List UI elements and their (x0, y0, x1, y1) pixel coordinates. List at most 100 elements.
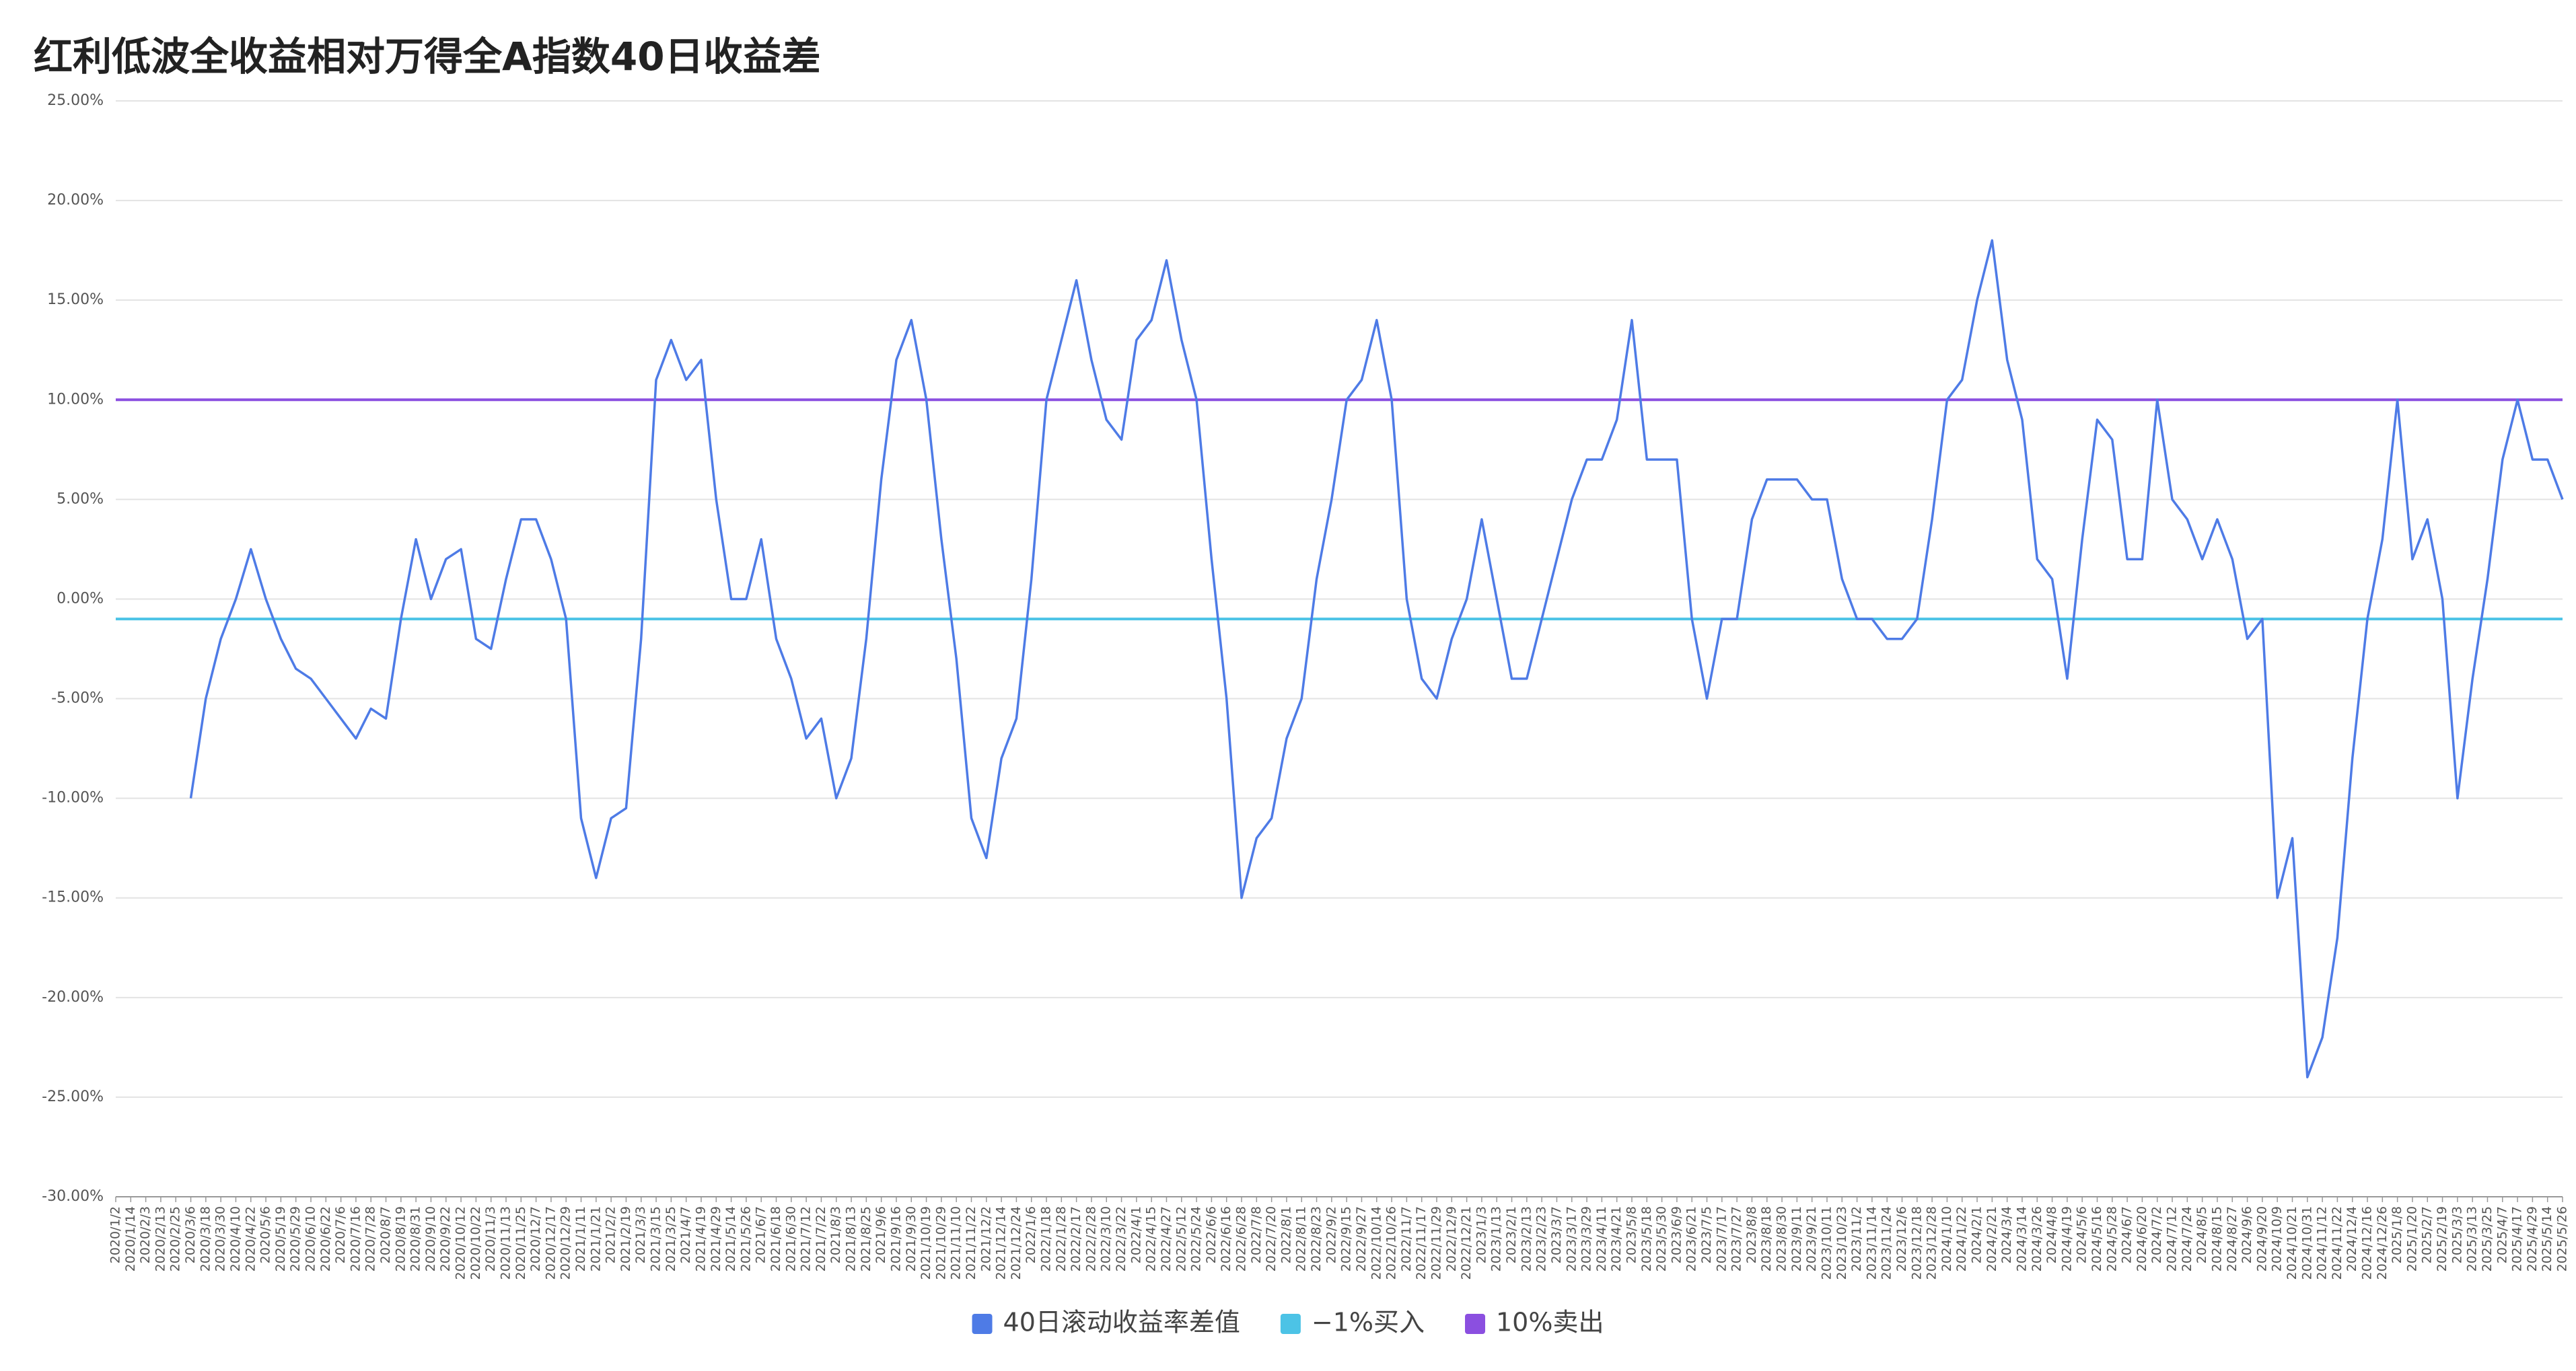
x-tick-label: 2022/6/6 (1204, 1206, 1219, 1263)
x-tick-label: 2020/4/22 (243, 1206, 258, 1271)
y-tick-label: -5.00% (51, 690, 104, 707)
x-tick-label: 2023/4/11 (1594, 1206, 1609, 1271)
x-tick-label: 2022/9/15 (1339, 1206, 1354, 1271)
x-tick-label: 2024/11/22 (2330, 1206, 2345, 1280)
x-tick-label: 2021/6/30 (783, 1206, 798, 1271)
x-tick-label: 2025/1/8 (2390, 1206, 2404, 1263)
x-tick-label: 2024/4/8 (2044, 1206, 2059, 1263)
x-tick-label: 2023/9/11 (1789, 1206, 1804, 1271)
x-tick-label: 2024/4/19 (2059, 1206, 2074, 1271)
x-tick-label: 2023/10/11 (1819, 1206, 1834, 1280)
x-tick-label: 2025/3/3 (2449, 1206, 2464, 1263)
x-tick-label: 2022/8/11 (1294, 1206, 1309, 1271)
x-tick-label: 2021/7/22 (814, 1206, 828, 1271)
x-tick-label: 2020/4/10 (228, 1206, 243, 1271)
legend-label: −1%买入 (1312, 1308, 1425, 1337)
x-tick-label: 2021/10/19 (919, 1206, 933, 1280)
data-line (189, 239, 2564, 1079)
x-tick-label: 2023/9/21 (1804, 1206, 1819, 1271)
x-tick-label: 2024/12/26 (2375, 1206, 2390, 1280)
x-tick-label: 2020/11/13 (498, 1206, 513, 1280)
x-tick-label: 2025/5/14 (2540, 1206, 2554, 1271)
x-tick-label: 2025/3/25 (2480, 1206, 2495, 1271)
x-tick-label: 2023/12/18 (1909, 1206, 1924, 1280)
x-tick-label: 2021/9/16 (888, 1206, 903, 1271)
x-tick-label: 2021/8/25 (859, 1206, 873, 1271)
x-tick-label: 2023/11/2 (1849, 1206, 1864, 1271)
x-tick-label: 2022/8/1 (1279, 1206, 1293, 1263)
x-tick-label: 2020/7/16 (348, 1206, 363, 1271)
x-tick-label: 2024/3/26 (2030, 1206, 2044, 1271)
y-tick-label: 0.00% (57, 590, 104, 607)
x-tick-label: 2022/12/9 (1444, 1206, 1459, 1271)
x-tick-label: 2022/9/2 (1324, 1206, 1338, 1263)
x-tick-label: 2024/12/4 (2345, 1206, 2359, 1271)
x-tick-label: 2025/4/29 (2525, 1206, 2540, 1271)
x-tick-label: 2020/5/29 (288, 1206, 303, 1271)
x-tick-label: 2023/4/21 (1609, 1206, 1624, 1271)
legend: 40日滚动收益率差值 −1%买入 10%卖出 (972, 1308, 1604, 1337)
x-tick-label: 2022/4/1 (1129, 1206, 1143, 1263)
x-tick-label: 2022/12/21 (1459, 1206, 1474, 1280)
x-tick-label: 2022/5/24 (1189, 1206, 1204, 1271)
x-tick-label: 2021/11/10 (949, 1206, 964, 1280)
x-tick-label: 2020/8/19 (393, 1206, 408, 1271)
x-tick-label: 2023/11/24 (1880, 1206, 1894, 1280)
x-tick-label: 2020/8/7 (378, 1206, 393, 1263)
x-tick-label: 2020/5/6 (258, 1206, 273, 1263)
x-tick-label: 2023/11/14 (1864, 1206, 1879, 1280)
x-tick-label: 2020/12/7 (528, 1206, 543, 1271)
x-tick-label: 2020/1/2 (108, 1206, 123, 1263)
x-tick-label: 2025/5/26 (2555, 1206, 2570, 1271)
y-tick-label: -25.00% (42, 1088, 104, 1105)
x-tick-label: 2022/10/14 (1369, 1206, 1384, 1280)
legend-swatch (1465, 1314, 1486, 1334)
x-tick-label: 2023/10/23 (1834, 1206, 1849, 1280)
x-tick-label: 2023/7/5 (1699, 1206, 1714, 1263)
x-tick-label: 2021/7/12 (799, 1206, 814, 1271)
x-tick-label: 2021/3/3 (633, 1206, 648, 1263)
x-tick-label: 2021/2/19 (618, 1206, 633, 1271)
x-tick-label: 2021/12/2 (978, 1206, 993, 1271)
x-tick-label: 2023/1/13 (1489, 1206, 1504, 1271)
x-tick-label: 2024/1/10 (1939, 1206, 1954, 1271)
legend-swatch (972, 1314, 993, 1334)
x-tick-label: 2023/12/6 (1894, 1206, 1909, 1271)
x-tick-label: 2020/2/13 (153, 1206, 168, 1271)
x-tick-label: 2022/1/18 (1039, 1206, 1054, 1271)
x-tick-label: 2024/2/1 (1970, 1206, 1984, 1263)
x-tick-label: 2025/4/17 (2510, 1206, 2525, 1271)
x-tick-label: 2025/3/13 (2465, 1206, 2480, 1271)
x-tick-label: 2022/4/27 (1159, 1206, 1174, 1271)
x-tick-label: 2023/12/28 (1925, 1206, 1939, 1280)
x-tick-label: 2025/4/7 (2495, 1206, 2509, 1263)
x-tick-label: 2023/5/18 (1639, 1206, 1654, 1271)
x-tick-label: 2024/10/21 (2285, 1206, 2299, 1280)
x-tick-label: 2020/7/6 (333, 1206, 348, 1263)
x-tick-label: 2020/9/22 (438, 1206, 453, 1271)
x-tick-label: 2024/8/5 (2194, 1206, 2209, 1263)
x-tick-label: 2022/11/17 (1414, 1206, 1429, 1280)
x-tick-label: 2023/8/8 (1744, 1206, 1759, 1263)
x-tick-label: 2025/1/20 (2404, 1206, 2419, 1271)
x-tick-label: 2022/10/26 (1384, 1206, 1399, 1280)
x-tick-label: 2024/6/7 (2120, 1206, 2135, 1263)
x-tick-label: 2023/3/17 (1564, 1206, 1579, 1271)
x-tick-label: 2024/3/14 (2014, 1206, 2029, 1271)
x-tick-label: 2021/9/30 (904, 1206, 919, 1271)
y-tick-label: -20.00% (42, 989, 104, 1006)
x-tick-label: 2021/5/26 (738, 1206, 753, 1271)
x-tick-label: 2024/7/12 (2165, 1206, 2180, 1271)
x-tick-label: 2024/7/2 (2149, 1206, 2164, 1263)
x-tick-label: 2024/11/12 (2315, 1206, 2330, 1280)
x-tick-label: 2020/12/29 (559, 1206, 573, 1280)
x-tick-label: 2022/6/28 (1234, 1206, 1249, 1271)
x-tick-label: 2021/4/29 (709, 1206, 723, 1271)
x-tick-label: 2020/2/25 (168, 1206, 183, 1271)
x-tick-label: 2021/10/29 (933, 1206, 948, 1280)
x-tick-label: 2022/2/28 (1083, 1206, 1098, 1271)
x-tick-label: 2025/2/7 (2420, 1206, 2435, 1263)
x-tick-label: 2021/5/14 (723, 1206, 738, 1271)
x-tick-label: 2021/12/14 (994, 1206, 1009, 1280)
